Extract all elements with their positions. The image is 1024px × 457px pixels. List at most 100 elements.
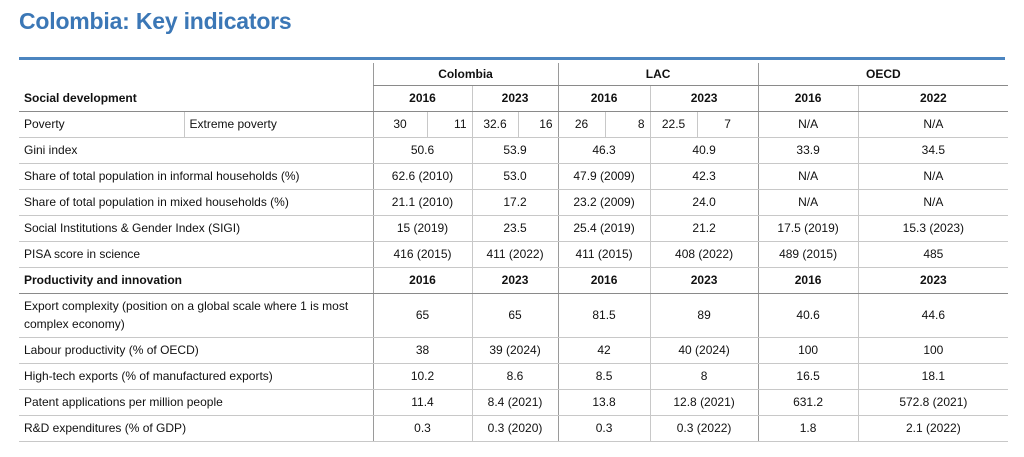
table-cell: 17.2 <box>471 189 559 216</box>
table-row: Export complexity (position on a global … <box>19 293 1009 338</box>
table-cell: 24.0 <box>649 189 759 216</box>
table-cell: 411 (2015) <box>557 241 651 268</box>
page-title: Colombia: Key indicators <box>19 8 292 34</box>
table-cell: 39 (2024) <box>471 337 559 364</box>
table-cell: 42 <box>557 337 651 364</box>
table-cell: 30 <box>372 111 427 138</box>
table-cell: 631.2 <box>757 389 859 416</box>
table-cell: 62.6 (2010) <box>372 163 472 190</box>
table-cell: 44.6 <box>857 293 1009 338</box>
table-cell: 0.3 (2022) <box>649 415 759 442</box>
table-cell: 65 <box>372 293 472 338</box>
year-header: 2023 <box>471 85 559 112</box>
table-cell: 8.4 (2021) <box>471 389 559 416</box>
year-header: 2023 <box>857 267 1009 294</box>
table-cell: 100 <box>857 337 1009 364</box>
table-cell: 23.2 (2009) <box>557 189 651 216</box>
row-label: Patent applications per million people <box>19 389 373 416</box>
table-cell: 12.8 (2021) <box>649 389 759 416</box>
table-cell: 15.3 (2023) <box>857 215 1009 242</box>
group-lac: LAC <box>557 63 759 86</box>
indicators-table: Colombia LAC OECD Social development 201… <box>19 63 1009 442</box>
table-cell: 40.6 <box>757 293 859 338</box>
table-row: Share of total population in mixed house… <box>19 189 1009 216</box>
table-cell: 11.4 <box>372 389 472 416</box>
row-label: Share of total population in informal ho… <box>19 163 373 190</box>
row-label: PISA score in science <box>19 241 373 268</box>
row-label: Poverty <box>19 111 184 138</box>
table-cell: 40 (2024) <box>649 337 759 364</box>
table-cell: 34.5 <box>857 137 1009 164</box>
year-header: 2016 <box>557 267 651 294</box>
table-cell: 16 <box>517 111 559 138</box>
table-cell: 0.3 <box>557 415 651 442</box>
year-header: 2022 <box>857 85 1009 112</box>
table-row: Labour productivity (% of OECD) 38 39 (2… <box>19 337 1009 364</box>
table-cell: 21.1 (2010) <box>372 189 472 216</box>
table-cell: 485 <box>857 241 1009 268</box>
table-cell: 1.8 <box>757 415 859 442</box>
group-colombia: Colombia <box>372 63 559 86</box>
table-cell: 7 <box>696 111 759 138</box>
year-header: 2023 <box>471 267 559 294</box>
table-cell: N/A <box>857 163 1009 190</box>
row-label: Export complexity (position on a global … <box>19 293 373 338</box>
table-row: Patent applications per million people 1… <box>19 389 1009 416</box>
table-cell: 26 <box>557 111 606 138</box>
table-cell: 53.9 <box>471 137 559 164</box>
table-cell: N/A <box>757 163 859 190</box>
table-cell: 416 (2015) <box>372 241 472 268</box>
row-label: Share of total population in mixed house… <box>19 189 373 216</box>
table-cell: 21.2 <box>649 215 759 242</box>
table-cell: 0.3 <box>372 415 472 442</box>
table-cell: 15 (2019) <box>372 215 472 242</box>
table-cell: 572.8 (2021) <box>857 389 1009 416</box>
row-label: High-tech exports (% of manufactured exp… <box>19 363 373 390</box>
table-cell: 40.9 <box>649 137 759 164</box>
row-label: R&D expenditures (% of GDP) <box>19 415 373 442</box>
table-cell: 25.4 (2019) <box>557 215 651 242</box>
table-row: PISA score in science 416 (2015) 411 (20… <box>19 241 1009 268</box>
section-title-social: Social development <box>19 85 373 112</box>
table-cell: 32.6 <box>471 111 518 138</box>
section-header-social: Social development 2016 2023 2016 2023 2… <box>19 85 1009 112</box>
table-cell: 38 <box>372 337 472 364</box>
table-cell: 8 <box>649 363 759 390</box>
table-cell: 11 <box>426 111 472 138</box>
table-cell: 50.6 <box>372 137 472 164</box>
year-header: 2016 <box>372 267 472 294</box>
table-cell: 408 (2022) <box>649 241 759 268</box>
table-cell: 17.5 (2019) <box>757 215 859 242</box>
table-row: Share of total population in informal ho… <box>19 163 1009 190</box>
table-cell: N/A <box>757 111 859 138</box>
table-cell: N/A <box>857 111 1009 138</box>
table-cell: 47.9 (2009) <box>557 163 651 190</box>
table-cell: 18.1 <box>857 363 1009 390</box>
row-sublabel: Extreme poverty <box>183 111 373 138</box>
table-cell: 100 <box>757 337 859 364</box>
table-row: High-tech exports (% of manufactured exp… <box>19 363 1009 390</box>
table-cell: 89 <box>649 293 759 338</box>
table-row: Social Institutions & Gender Index (SIGI… <box>19 215 1009 242</box>
table-cell: 489 (2015) <box>757 241 859 268</box>
table-cell: 411 (2022) <box>471 241 559 268</box>
table-cell: 8 <box>604 111 651 138</box>
table-cell: N/A <box>757 189 859 216</box>
group-oecd: OECD <box>757 63 1009 86</box>
table-row: Gini index 50.6 53.9 46.3 40.9 33.9 34.5 <box>19 137 1009 164</box>
table-cell: 81.5 <box>557 293 651 338</box>
table-cell: N/A <box>857 189 1009 216</box>
table-cell: 46.3 <box>557 137 651 164</box>
year-header: 2016 <box>372 85 472 112</box>
table-cell: 23.5 <box>471 215 559 242</box>
year-header: 2023 <box>649 267 759 294</box>
table-row-poverty: Poverty Extreme poverty 30 11 32.6 16 26… <box>19 111 1009 138</box>
year-header: 2016 <box>757 85 859 112</box>
table-cell: 13.8 <box>557 389 651 416</box>
table-cell: 65 <box>471 293 559 338</box>
table-cell: 16.5 <box>757 363 859 390</box>
section-title-productivity: Productivity and innovation <box>19 267 373 294</box>
table-cell: 8.6 <box>471 363 559 390</box>
table-cell: 2.1 (2022) <box>857 415 1009 442</box>
table-cell: 0.3 (2020) <box>471 415 559 442</box>
